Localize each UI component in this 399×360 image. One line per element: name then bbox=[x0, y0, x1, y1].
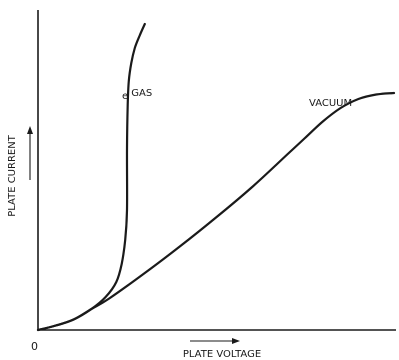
series-label-gas: GAS bbox=[131, 88, 152, 99]
y-axis-arrow bbox=[27, 126, 33, 180]
series-line-vacuum bbox=[36, 91, 396, 332]
origin-label: 0 bbox=[31, 340, 38, 353]
x-axis-label: PLATE VOLTAGE bbox=[183, 349, 261, 360]
y-axis-label: PLATE CURRENT bbox=[7, 134, 18, 216]
x-axis-arrow bbox=[190, 338, 240, 344]
axes bbox=[37, 10, 396, 331]
annotation-text: e bbox=[122, 91, 128, 102]
series-label-vacuum: VACUUM bbox=[309, 98, 352, 109]
label-layer: GAS VACUUM e bbox=[122, 88, 352, 109]
series-layer bbox=[36, 22, 396, 332]
